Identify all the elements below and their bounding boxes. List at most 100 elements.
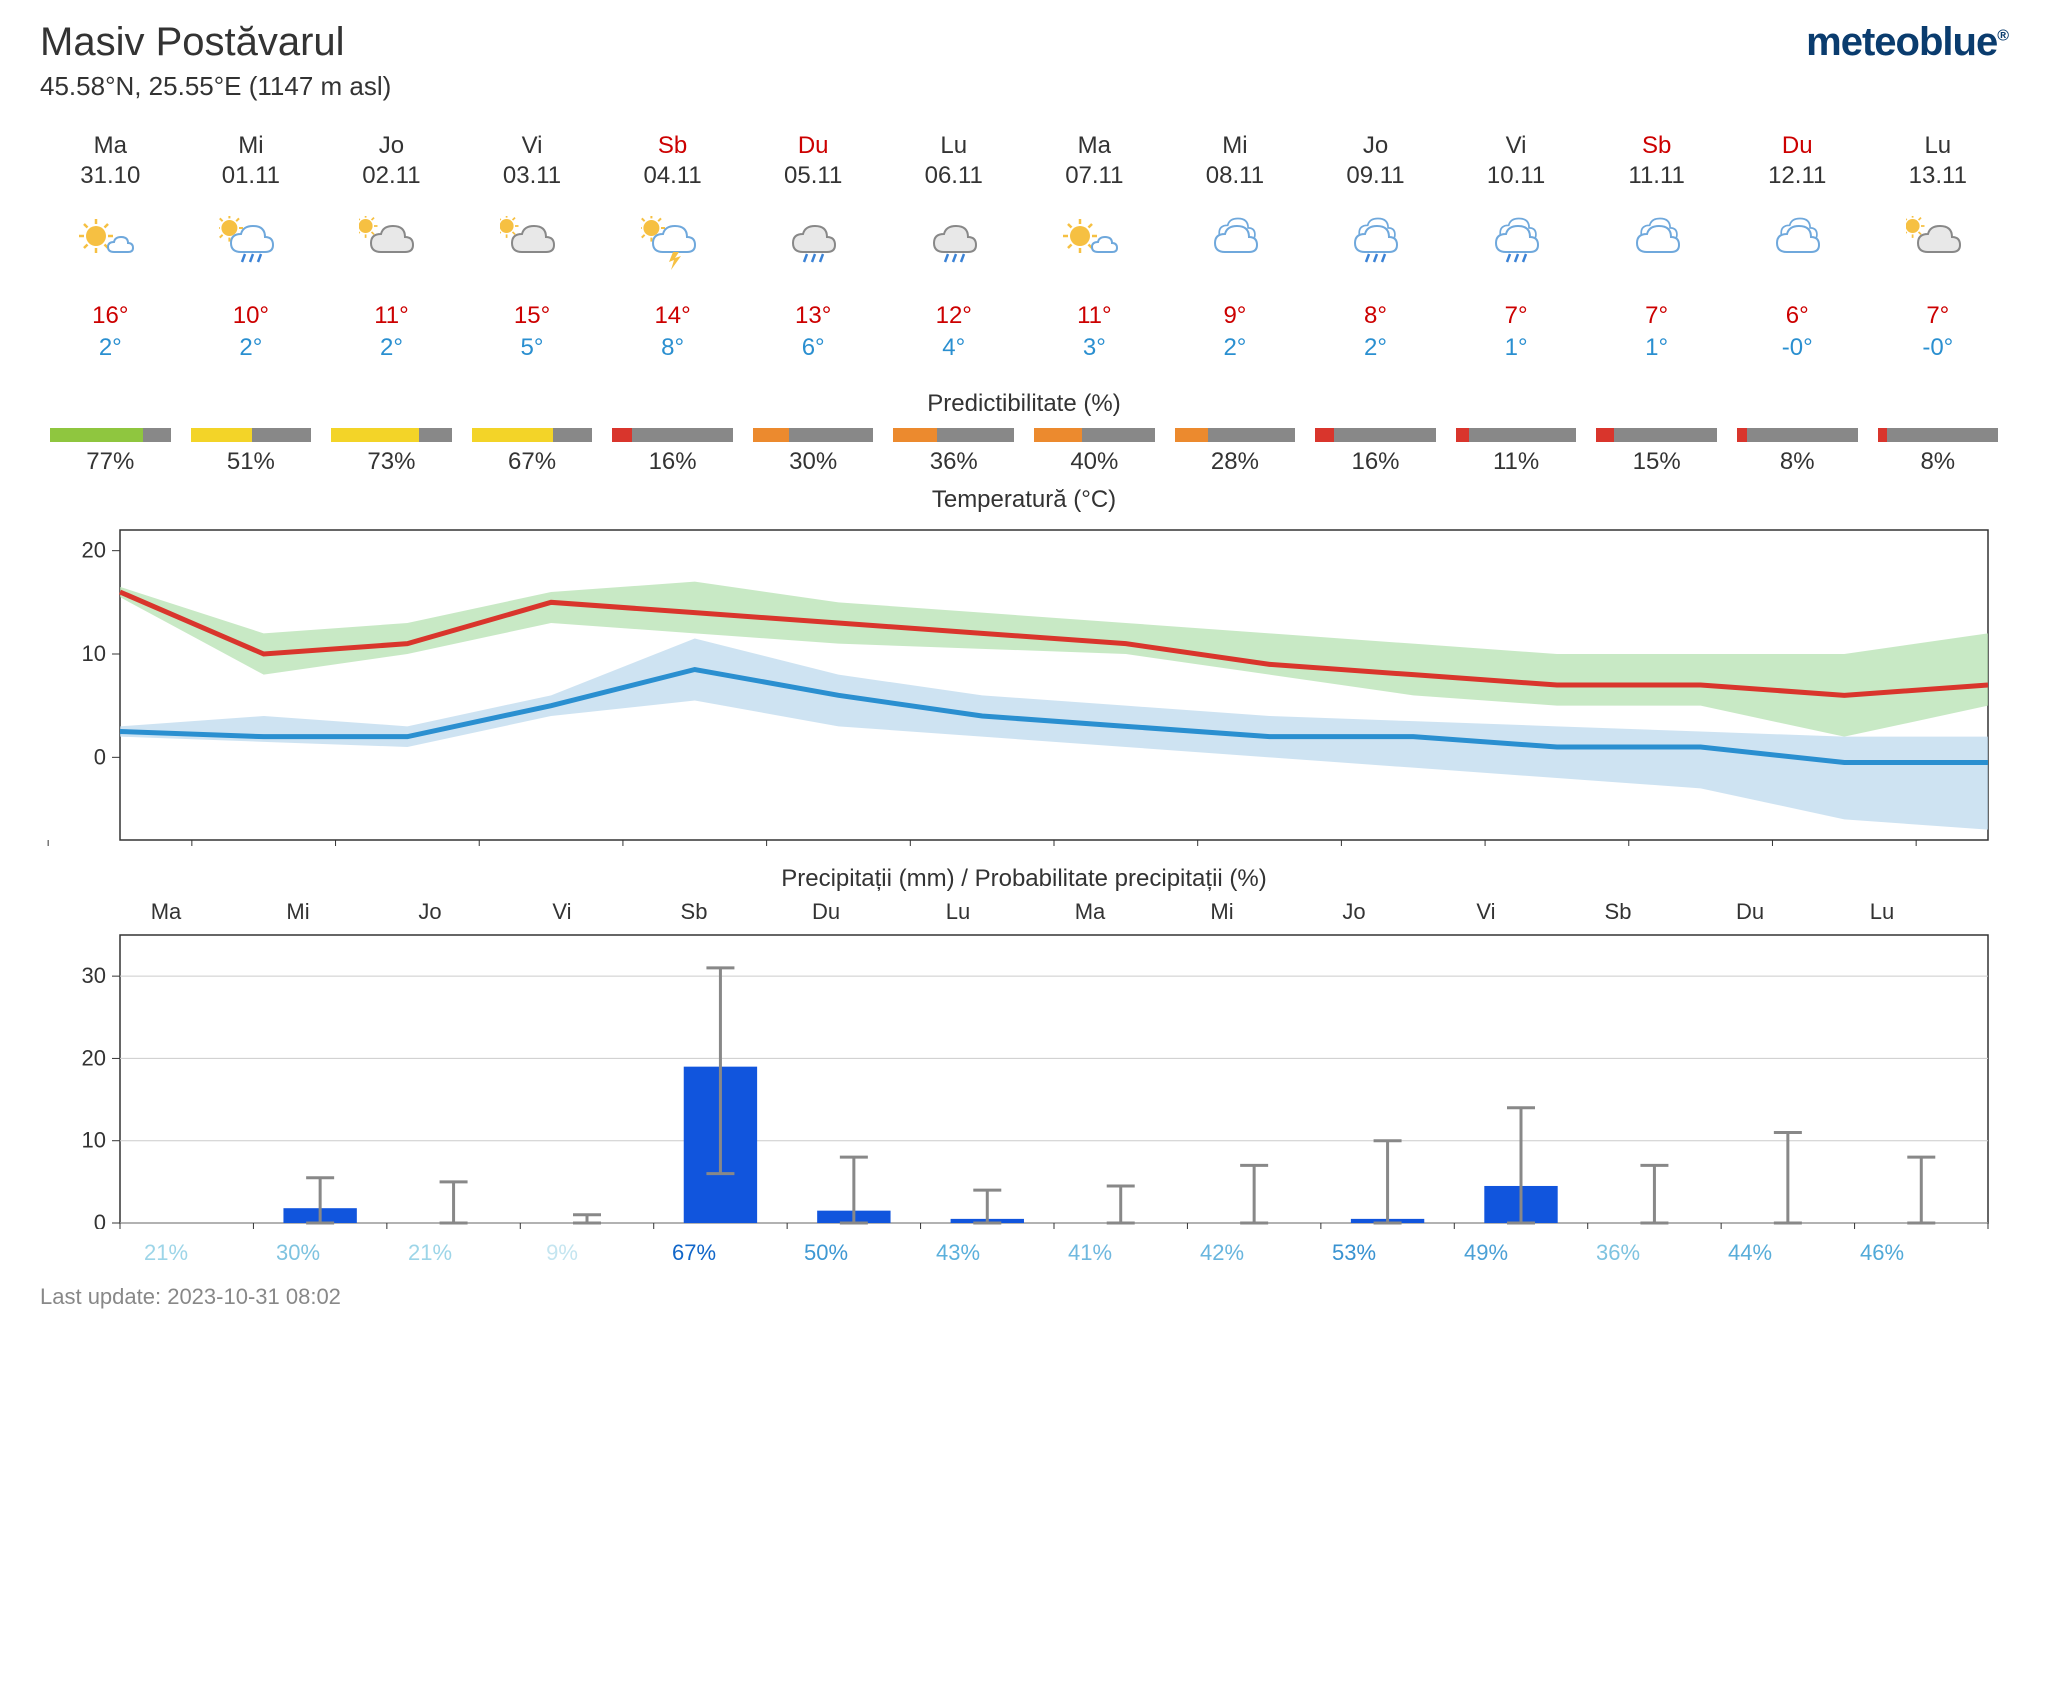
predictability-col: 67% xyxy=(462,428,603,476)
predictability-col: 36% xyxy=(883,428,1024,476)
temp-low: 6° xyxy=(743,334,884,362)
precip-chart-svg: 0102030 xyxy=(40,929,2008,1229)
temp-low: 2° xyxy=(321,334,462,362)
temp-high: 11° xyxy=(321,302,462,330)
precip-chart: Precipitații (mm) / Probabilitate precip… xyxy=(40,865,2008,1266)
weather-icon xyxy=(181,204,322,284)
temp-high: 11° xyxy=(1024,302,1165,330)
predictability-col: 16% xyxy=(602,428,743,476)
precip-probability: 21% xyxy=(364,1240,496,1266)
weather-icon xyxy=(1446,204,1587,284)
precip-probability: 46% xyxy=(1816,1240,1948,1266)
day-of-week: Lu xyxy=(1868,132,2009,160)
predictability-bar xyxy=(1456,428,1577,442)
predictability-value: 40% xyxy=(1024,448,1165,476)
temp-low: 4° xyxy=(883,334,1024,362)
day-of-week: Vi xyxy=(462,132,603,160)
temp-low: 3° xyxy=(1024,334,1165,362)
svg-text:10: 10 xyxy=(82,1128,106,1153)
precip-probability: 42% xyxy=(1156,1240,1288,1266)
predictability-col: 8% xyxy=(1727,428,1868,476)
day-of-week: Sb xyxy=(602,132,743,160)
predictability-value: 16% xyxy=(602,448,743,476)
day-of-week: Jo xyxy=(1305,132,1446,160)
predictability-row: 77% 51% 73% 67% 16% 30% 36% 40% 28% 16% … xyxy=(40,428,2008,476)
temp-high: 7° xyxy=(1446,302,1587,330)
precip-dow: Lu xyxy=(1816,899,1948,925)
precip-dow: Vi xyxy=(496,899,628,925)
predictability-col: 73% xyxy=(321,428,462,476)
predictability-col: 15% xyxy=(1586,428,1727,476)
predictability-col: 40% xyxy=(1024,428,1165,476)
temp-low: 1° xyxy=(1446,334,1587,362)
day-date: 07.11 xyxy=(1024,162,1165,190)
predictability-col: 30% xyxy=(743,428,884,476)
precip-probability: 30% xyxy=(232,1240,364,1266)
predictability-value: 8% xyxy=(1868,448,2009,476)
predictability-bar xyxy=(753,428,874,442)
temp-high: 13° xyxy=(743,302,884,330)
predictability-col: 16% xyxy=(1305,428,1446,476)
day-col: Jo 09.11 8° 2° xyxy=(1305,132,1446,362)
day-date: 04.11 xyxy=(602,162,743,190)
temp-low: 5° xyxy=(462,334,603,362)
day-col: Du 12.11 6° -0° xyxy=(1727,132,1868,362)
predictability-value: 16% xyxy=(1305,448,1446,476)
predictability-col: 8% xyxy=(1868,428,2009,476)
predictability-bar xyxy=(50,428,171,442)
precip-dow: Sb xyxy=(628,899,760,925)
day-col: Ma 07.11 11° 3° xyxy=(1024,132,1165,362)
precip-probability: 49% xyxy=(1420,1240,1552,1266)
precip-dow: Jo xyxy=(1288,899,1420,925)
precip-dow: Mi xyxy=(232,899,364,925)
temp-low: 2° xyxy=(1165,334,1306,362)
weather-icon xyxy=(1868,204,2009,284)
temp-low: 2° xyxy=(181,334,322,362)
day-of-week: Du xyxy=(743,132,884,160)
precip-dow: Du xyxy=(1684,899,1816,925)
weather-icon xyxy=(1586,204,1727,284)
predictability-value: 36% xyxy=(883,448,1024,476)
day-of-week: Du xyxy=(1727,132,1868,160)
weather-icon xyxy=(602,204,743,284)
day-col: Sb 04.11 14° 8° xyxy=(602,132,743,362)
predictability-bar xyxy=(1737,428,1858,442)
svg-text:0: 0 xyxy=(94,1210,106,1229)
predictability-col: 51% xyxy=(181,428,322,476)
predictability-bar xyxy=(1878,428,1999,442)
precip-probability: 43% xyxy=(892,1240,1024,1266)
precip-dow: Vi xyxy=(1420,899,1552,925)
precip-prob-row: 21%30%21%9%67%50%43%41%42%53%49%36%44%46… xyxy=(100,1240,1948,1266)
weather-icon xyxy=(1305,204,1446,284)
forecast-row: Ma 31.10 16° 2° Mi 01.11 10° 2° Jo 02.11… xyxy=(40,132,2008,362)
weather-icon xyxy=(40,204,181,284)
day-col: Vi 03.11 15° 5° xyxy=(462,132,603,362)
temp-high: 7° xyxy=(1868,302,2009,330)
day-date: 05.11 xyxy=(743,162,884,190)
day-col: Sb 11.11 7° 1° xyxy=(1586,132,1727,362)
predictability-col: 11% xyxy=(1446,428,1587,476)
precip-chart-title: Precipitații (mm) / Probabilitate precip… xyxy=(40,865,2008,893)
temp-high: 10° xyxy=(181,302,322,330)
temp-low: 1° xyxy=(1586,334,1727,362)
precip-probability: 36% xyxy=(1552,1240,1684,1266)
page-subtitle: 45.58°N, 25.55°E (1147 m asl) xyxy=(40,71,391,102)
day-date: 12.11 xyxy=(1727,162,1868,190)
day-date: 06.11 xyxy=(883,162,1024,190)
precip-probability: 9% xyxy=(496,1240,628,1266)
precip-probability: 21% xyxy=(100,1240,232,1266)
svg-text:20: 20 xyxy=(82,538,106,563)
day-date: 08.11 xyxy=(1165,162,1306,190)
weather-icon xyxy=(1727,204,1868,284)
day-date: 01.11 xyxy=(181,162,322,190)
precip-probability: 53% xyxy=(1288,1240,1420,1266)
day-date: 03.11 xyxy=(462,162,603,190)
logo: meteoblue® xyxy=(1806,20,2008,65)
precip-probability: 50% xyxy=(760,1240,892,1266)
page-title: Masiv Postăvarul xyxy=(40,20,391,65)
footer-text: Last update: 2023-10-31 08:02 xyxy=(40,1284,2008,1310)
precip-probability: 67% xyxy=(628,1240,760,1266)
precip-dow: Sb xyxy=(1552,899,1684,925)
svg-text:30: 30 xyxy=(82,963,106,988)
precip-dow: Ma xyxy=(1024,899,1156,925)
